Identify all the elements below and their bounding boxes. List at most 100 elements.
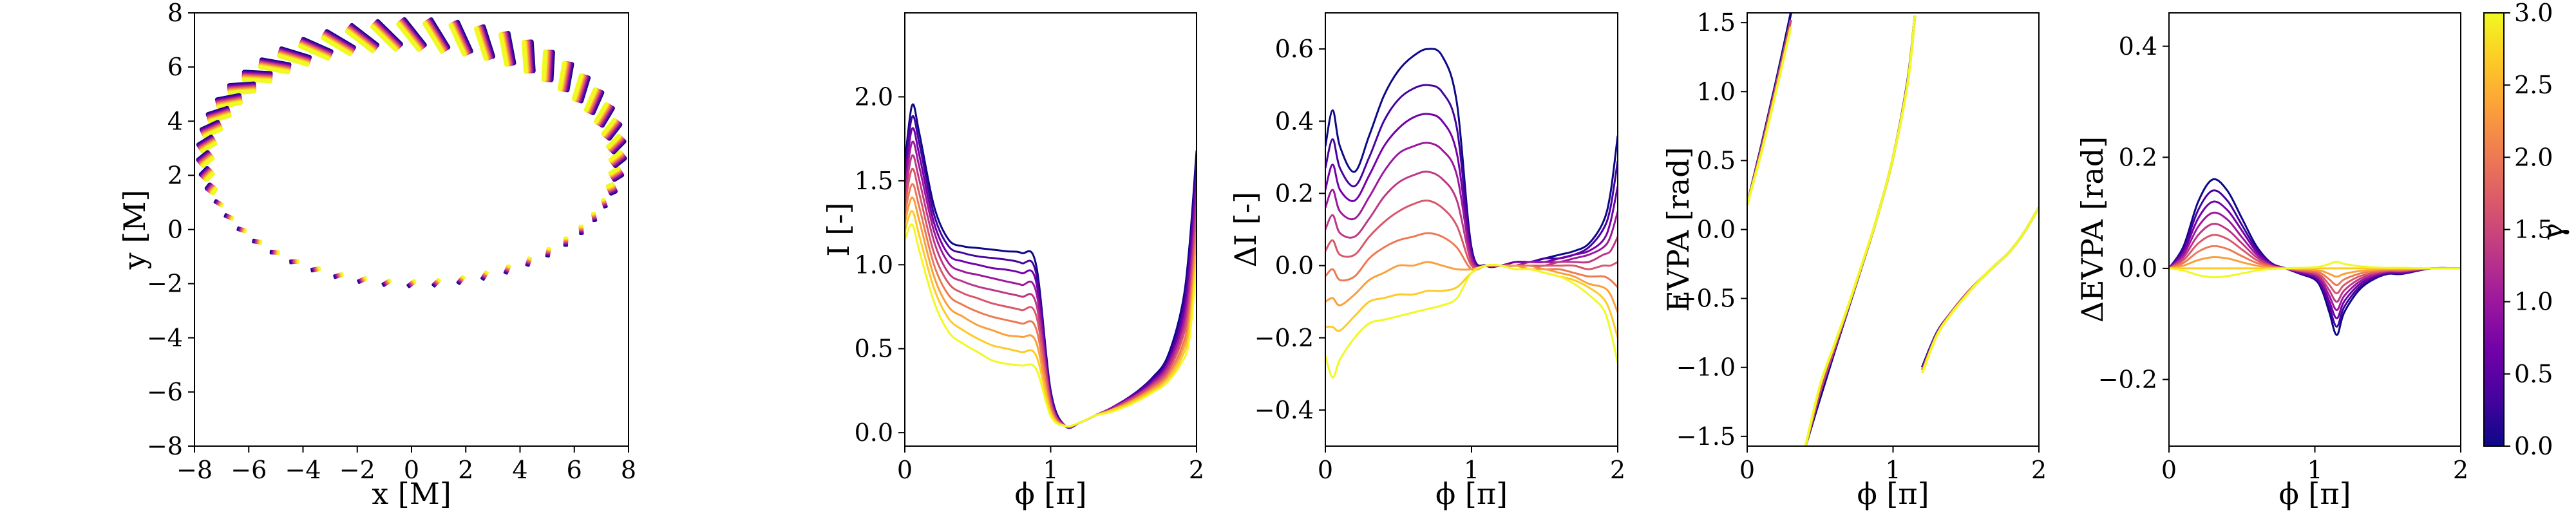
orbit-point bbox=[208, 113, 232, 124]
orbit-point bbox=[571, 73, 583, 102]
series-line bbox=[2169, 260, 2461, 279]
y-tick-label: −0.5 bbox=[1676, 285, 1736, 313]
colorbar-tick-label: 1.0 bbox=[2514, 288, 2553, 316]
x-tick-label: 0 bbox=[897, 456, 913, 484]
x-tick-label: 2 bbox=[2031, 456, 2047, 484]
orbit-point bbox=[484, 270, 489, 274]
y-tick-label: 0.0 bbox=[855, 418, 893, 447]
y-tick-label: −8 bbox=[147, 432, 183, 460]
series-line bbox=[2169, 189, 2461, 328]
plot-area bbox=[196, 17, 627, 288]
orbit-point bbox=[601, 117, 617, 136]
colorbar-tick-label: 2.5 bbox=[2514, 71, 2553, 99]
orbit-point bbox=[200, 141, 218, 154]
series-line bbox=[905, 210, 1197, 427]
series-line bbox=[1804, 15, 1917, 446]
orbit-point bbox=[546, 247, 551, 250]
orbit-point bbox=[593, 102, 609, 124]
series-line bbox=[2169, 245, 2461, 286]
orbit-point bbox=[227, 89, 257, 95]
y-tick-label: 0.6 bbox=[1275, 35, 1314, 63]
series-line bbox=[1325, 171, 1618, 269]
x-axis-label: ϕ [π] bbox=[1014, 476, 1086, 511]
colorbar-tick-label: 0.5 bbox=[2514, 360, 2553, 388]
y-axis-label: EVPA [rad] bbox=[1661, 147, 1696, 312]
y-tick-label: 0.4 bbox=[1275, 107, 1314, 135]
y-tick-label: 1.0 bbox=[1697, 77, 1736, 106]
x-tick-label: 0 bbox=[404, 456, 419, 484]
y-tick-label: 1.5 bbox=[855, 167, 893, 195]
y-tick-label: 0.0 bbox=[1697, 216, 1736, 244]
panel-evpa: 0 1 2 −1.5 −1.0 −0.5 0.0 0.5 1.0 1.5 ϕ [π] EVPA [ra… bbox=[1661, 8, 2047, 511]
x-tick-label: 8 bbox=[621, 456, 636, 484]
y-tick-label: 0.4 bbox=[2119, 32, 2157, 61]
series-line bbox=[2169, 211, 2461, 312]
series-line bbox=[1920, 207, 2039, 374]
x-tick-label: 2 bbox=[2453, 456, 2468, 484]
x-tick-label: 2 bbox=[1189, 456, 1204, 484]
plot-area bbox=[905, 103, 1197, 429]
colorbar-gradient bbox=[2483, 12, 2505, 447]
orbit-point bbox=[202, 127, 223, 139]
series-line bbox=[1325, 261, 1618, 314]
panel-intensity: 0 1 2 0.0 0.5 1.0 1.5 2.0 ϕ [π] I [-] bbox=[821, 12, 1204, 511]
x-tick-label: 1 bbox=[1885, 456, 1900, 484]
x-tick-label: 4 bbox=[512, 456, 527, 484]
orbit-point bbox=[243, 229, 247, 234]
y-axis-label: ΔI [-] bbox=[1228, 192, 1263, 267]
x-tick-label: 2 bbox=[1610, 456, 1625, 484]
x-tick-label: −6 bbox=[231, 456, 267, 484]
orbit-point bbox=[608, 166, 621, 176]
orbit-point bbox=[557, 61, 567, 91]
y-tick-label: 0.5 bbox=[1697, 146, 1736, 174]
orbit-point bbox=[258, 64, 290, 75]
x-tick-label: 2 bbox=[458, 456, 473, 484]
colorbar-tick-label: 0.0 bbox=[2514, 432, 2553, 460]
x-tick-label: 1 bbox=[2307, 456, 2322, 484]
y-axis-label: y [M] bbox=[117, 190, 152, 270]
axes-frame bbox=[1747, 12, 2040, 447]
x-axis-label: ϕ [π] bbox=[2278, 476, 2351, 511]
x-axis-label: ϕ [π] bbox=[1435, 476, 1508, 511]
y-tick-label: −0.4 bbox=[1255, 396, 1314, 424]
y-tick-label: −1.0 bbox=[1676, 353, 1736, 382]
x-axis-label: ϕ [π] bbox=[1857, 476, 1929, 511]
y-tick-label: 0.2 bbox=[1275, 179, 1314, 207]
orbit-point bbox=[321, 35, 352, 57]
y-tick-label: 1.0 bbox=[855, 250, 893, 279]
orbit-point bbox=[396, 22, 421, 52]
y-tick-label: 4 bbox=[167, 107, 183, 135]
x-axis-label: x [M] bbox=[372, 476, 451, 511]
orbit-point bbox=[583, 87, 598, 113]
orbit-point bbox=[364, 276, 368, 281]
y-tick-label: 0.0 bbox=[1275, 252, 1314, 280]
y-tick-label: −6 bbox=[147, 378, 183, 406]
series-line bbox=[1747, 26, 1792, 205]
orbit-point bbox=[317, 266, 321, 272]
y-axis-label: I [-] bbox=[821, 202, 856, 256]
orbit-point bbox=[460, 275, 466, 279]
orbit-point bbox=[200, 156, 215, 168]
y-tick-label: 2 bbox=[167, 161, 183, 189]
y-tick-label: 0.2 bbox=[2119, 143, 2157, 171]
orbit-point bbox=[340, 272, 344, 277]
x-tick-label: 0 bbox=[1739, 456, 1755, 484]
orbit-point bbox=[448, 23, 467, 57]
orbit-point bbox=[204, 171, 215, 182]
colorbar-tick-label: 2.0 bbox=[2514, 143, 2553, 171]
orbit-point bbox=[216, 100, 243, 109]
series-line bbox=[1325, 142, 1618, 268]
x-tick-label: −2 bbox=[339, 456, 375, 484]
x-tick-label: 0 bbox=[1318, 456, 1333, 484]
series-line bbox=[1325, 264, 1618, 379]
y-tick-label: −4 bbox=[147, 324, 183, 352]
orbit-point bbox=[298, 44, 330, 61]
orbit-point bbox=[242, 77, 272, 84]
plot-area bbox=[1747, 13, 2039, 446]
panel-delta-intensity: 0 1 2 −0.4 −0.2 0.0 0.2 0.4 0.6 ϕ [π] ΔI [-] bbox=[1228, 12, 1625, 511]
x-tick-label: 1 bbox=[1464, 456, 1479, 484]
series-line bbox=[1920, 207, 2039, 368]
y-tick-label: 2.0 bbox=[855, 82, 893, 111]
colorbar: 0.0 0.5 1.0 1.5 2.0 2.5 3.0 γ bbox=[2483, 0, 2570, 460]
